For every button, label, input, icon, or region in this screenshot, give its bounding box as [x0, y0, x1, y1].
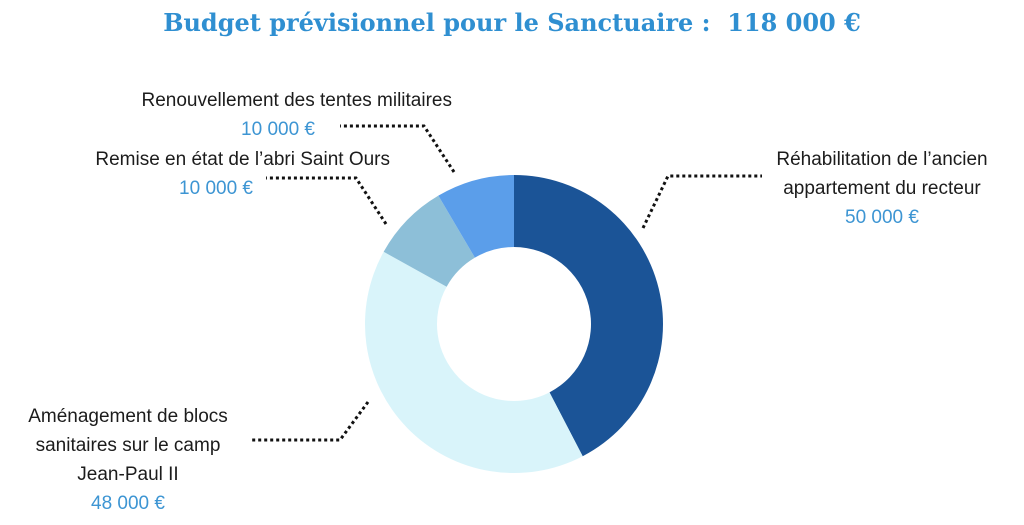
slice-tentes [438, 175, 514, 258]
slice-label-line: Remise en état de l’abri Saint Ours [95, 149, 390, 170]
slice-value: 48 000 € [91, 493, 165, 514]
slice-label-line: Aménagement de blocs [28, 406, 228, 427]
slice-label-line: sanitaires sur le camp [35, 435, 221, 456]
slice-label-line: Jean-Paul II [77, 464, 179, 485]
slice-label-abri: Remise en état de l’abri Saint Ours 10 0… [10, 145, 390, 203]
slice-label-line: appartement du recteur [783, 178, 981, 199]
chart-title: Budget prévisionnel pour le Sanctuaire :… [163, 8, 861, 37]
leader-sanitaires [252, 401, 370, 442]
slice-value: 50 000 € [845, 207, 919, 228]
slice-value: 10 000 € [241, 119, 315, 140]
slice-label-line: Réhabilitation de l’ancien [776, 149, 988, 170]
leader-rehabilitation [641, 174, 762, 229]
slice-label-rehabilitation: Réhabilitation de l’ancien appartement d… [740, 145, 1024, 232]
slice-label-sanitaires: Aménagement de blocs sanitaires sur le c… [0, 402, 256, 518]
slice-label-tentes: Renouvellement des tentes militaires 10 … [60, 86, 453, 144]
leader-tentes [340, 124, 456, 173]
slice-value: 10 000 € [179, 178, 253, 199]
slice-label-line: Renouvellement des tentes militaires [141, 90, 453, 111]
slice-rehabilitation [514, 175, 663, 457]
slice-sanitaires [365, 251, 583, 473]
leader-abri [266, 176, 388, 225]
slice-abri [383, 195, 475, 287]
